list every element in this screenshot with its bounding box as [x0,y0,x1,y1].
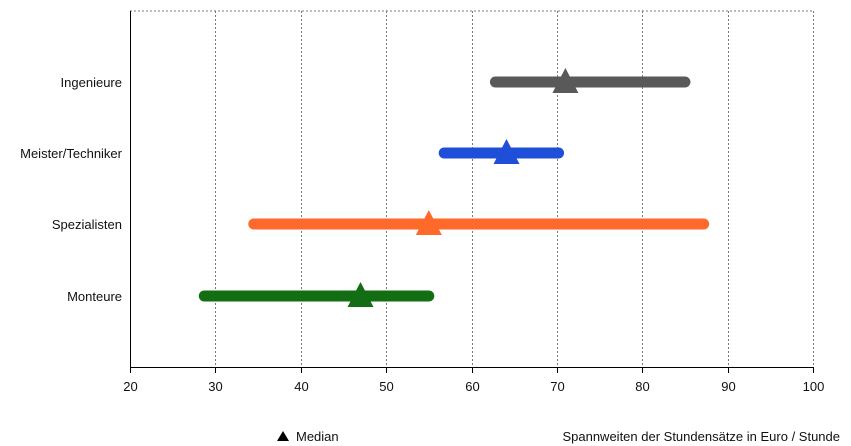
x-tick-label-90: 90 [721,379,735,394]
legend: Median [277,429,339,444]
x-axis-title: Spannweiten der Stundensätze in Euro / S… [562,429,840,444]
category-label-spezialisten: Spezialisten [52,217,122,232]
grid [130,10,814,367]
legend-median-triangle-icon [277,431,289,441]
x-tick-label-80: 80 [635,379,649,394]
category-labels: Ingenieure Meister/Techniker Spezialisten M… [20,75,123,304]
median-marker-meister-techniker [493,139,520,164]
median-marker-monteure [347,282,374,307]
category-label-meister-techniker: Meister/Techniker [20,146,123,161]
x-tick-label-70: 70 [550,379,564,394]
x-tick-label-30: 30 [208,379,222,394]
x-tick-label-50: 50 [379,379,393,394]
x-tick-label-60: 60 [465,379,479,394]
category-label-monteure: Monteure [67,289,122,304]
median-marker-ingenieure [552,68,579,93]
legend-median-label: Median [296,429,339,444]
x-tick-label-100: 100 [803,379,825,394]
category-label-ingenieure: Ingenieure [61,75,122,90]
x-axis: 20 30 40 50 60 70 80 90 100 [123,11,824,394]
x-tick-label-20: 20 [123,379,137,394]
range-series [198,68,710,307]
median-marker-spezialisten [415,210,442,235]
x-tick-label-40: 40 [294,379,308,394]
